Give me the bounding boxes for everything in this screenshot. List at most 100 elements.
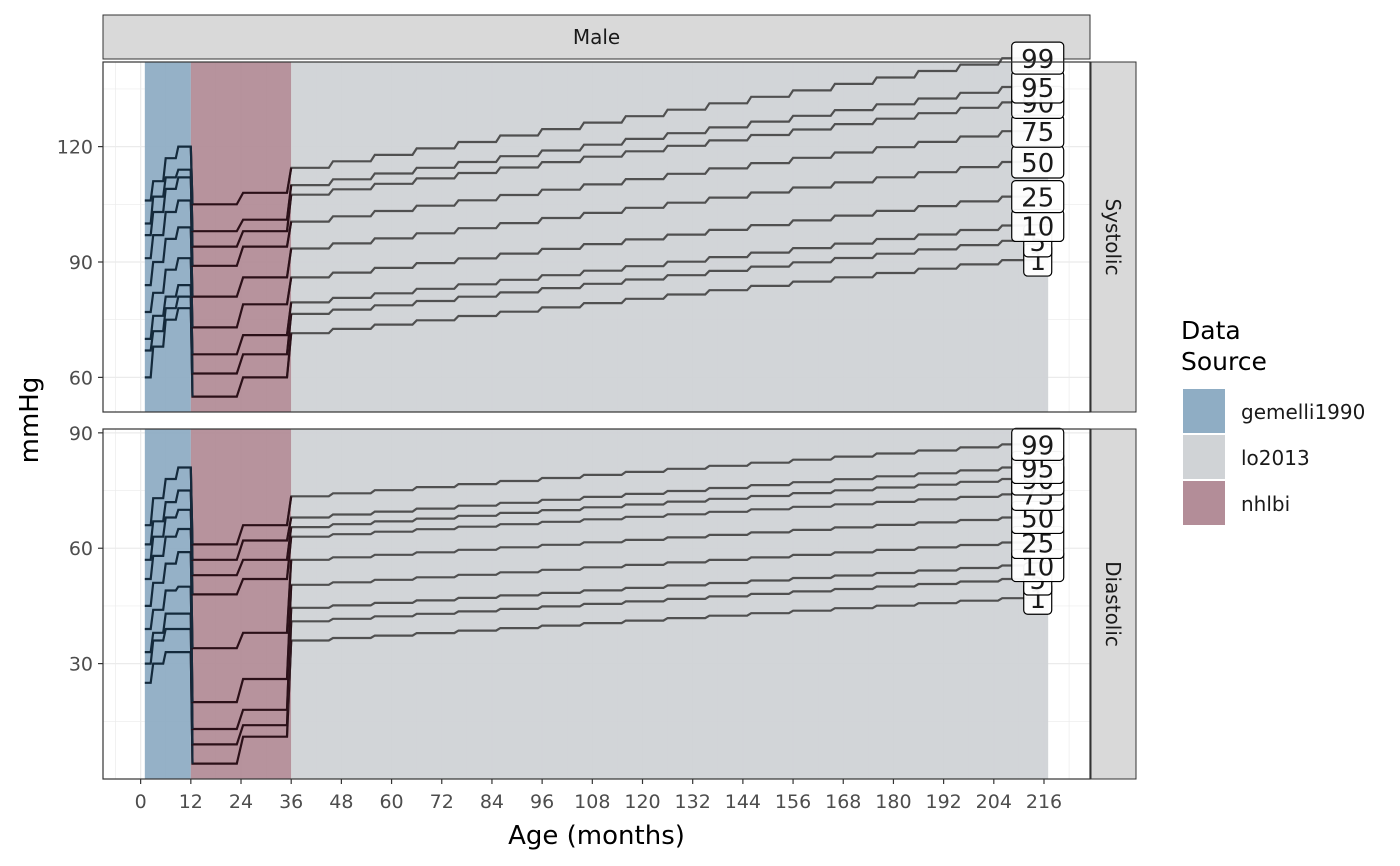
x-tick-label: 204: [976, 791, 1012, 813]
x-tick-label: 132: [675, 791, 711, 813]
line-gemelli1990-p10: [144, 612, 194, 730]
legend-key: [1183, 435, 1225, 479]
line-lo2013-p10: [285, 564, 1040, 710]
legend-label: lo2013: [1241, 446, 1310, 470]
legend-label: gemelli1990: [1241, 400, 1365, 424]
legend-title-line-1: Data: [1181, 316, 1241, 345]
percentile-label-box: [1011, 180, 1065, 214]
line-lo2013-p90: [285, 477, 1040, 560]
percentile-label-10: 10: [1011, 208, 1065, 242]
line-lo2013-p10: [285, 224, 1040, 336]
line-lo2013-p99: [285, 443, 1040, 526]
percentile-label-75: 75: [1011, 114, 1065, 148]
percentile-label-text: 25: [1021, 529, 1054, 559]
legend-key: [1183, 389, 1225, 433]
source-band-lo2013: [291, 62, 1049, 412]
percentile-label-99: 99: [1011, 427, 1065, 461]
x-tick-label: 48: [329, 791, 353, 813]
x-tick-label: 144: [725, 791, 761, 813]
panel-strip: [1090, 428, 1137, 780]
percentile-label-box: [1011, 427, 1065, 461]
line-lo2013-p75: [285, 493, 1040, 580]
line-gemelli1990-p75: [144, 527, 194, 595]
line-gemelli1990-p75: [144, 199, 194, 266]
line-lo2013-p75: [285, 130, 1040, 247]
x-tick-label: 96: [530, 791, 554, 813]
y-tick-label: 120: [57, 137, 93, 159]
line-gemelli1990-p10: [144, 284, 194, 355]
percentile-label-text: 10: [1021, 212, 1054, 242]
line-gemelli1990-p95: [144, 489, 194, 560]
x-tick-label: 12: [179, 791, 203, 813]
legend-item-lo2013: lo2013: [1183, 435, 1310, 479]
legend-label: nhlbi: [1241, 492, 1290, 516]
y-tick-label: 60: [69, 538, 93, 560]
line-gemelli1990-p50: [144, 226, 194, 297]
percentile-label-text: 75: [1021, 118, 1054, 148]
line-lo2013-p95: [285, 85, 1040, 220]
line-gemelli1990-p5: [144, 627, 194, 745]
y-axis-title: mmHg: [15, 377, 45, 464]
line-gemelli1990-p50: [144, 551, 194, 649]
source-band-gemelli1990: [144, 429, 191, 779]
x-tick-label: 108: [574, 791, 610, 813]
x-tick-label: 36: [279, 791, 303, 813]
percentile-label-text: 99: [1021, 45, 1054, 75]
facet-title: Male: [573, 25, 620, 49]
source-band-nhlbi: [190, 429, 292, 779]
x-tick-label: 0: [135, 791, 147, 813]
facet-strip: Male: [102, 14, 1091, 60]
legend: Data Source gemelli1990 lo2013 nhlbi: [1181, 316, 1365, 525]
percentile-label-text: 99: [1021, 431, 1054, 461]
line-lo2013-p1: [285, 259, 1040, 378]
line-gemelli1990-p95: [144, 168, 194, 232]
line-gemelli1990-p25: [144, 257, 194, 328]
line-lo2013-p1: [285, 597, 1040, 737]
panel-border: [102, 61, 1091, 413]
x-tick-label: 192: [925, 791, 961, 813]
x-tick-label: 168: [825, 791, 861, 813]
percentile-label-text: 95: [1021, 74, 1054, 104]
line-lo2013-p50: [285, 160, 1040, 278]
line-gemelli1990-p1: [144, 651, 194, 764]
line-gemelli1990-p1: [144, 307, 194, 397]
line-lo2013-p5: [285, 239, 1040, 355]
percentile-label-99: 99: [1011, 41, 1065, 75]
line-lo2013-p99: [285, 57, 1040, 193]
line-gemelli1990-p25: [144, 585, 194, 703]
legend-items: gemelli1990 lo2013 nhlbi: [1183, 389, 1365, 525]
legend-title-line-2: Source: [1181, 347, 1267, 376]
x-tick-label: 120: [624, 791, 660, 813]
line-lo2013-p25: [285, 195, 1040, 305]
y-tick-label: 90: [69, 252, 93, 274]
line-lo2013-p5: [285, 577, 1040, 726]
legend-item-gemelli1990: gemelli1990: [1183, 389, 1365, 433]
x-tick-label: 84: [480, 791, 504, 813]
x-tick-label: 72: [430, 791, 454, 813]
line-gemelli1990-p99: [144, 466, 194, 545]
x-axis: 0 12 24 36 48 60 72 84 96 108 120 132 144 156 168 180 19…: [135, 779, 1062, 813]
percentile-label-95: 95: [1011, 70, 1065, 104]
percentile-label-50: 50: [1011, 145, 1065, 179]
line-lo2013-p95: [285, 466, 1040, 541]
percentile-label-box: [1011, 41, 1065, 75]
line-gemelli1990-p99: [144, 145, 194, 205]
line-lo2013-p25: [285, 541, 1040, 680]
x-tick-label: 216: [1026, 791, 1062, 813]
y-tick-label: 90: [69, 423, 93, 445]
line-gemelli1990-p90: [144, 508, 194, 576]
percentile-label-text: 50: [1021, 149, 1054, 179]
line-lo2013-p90: [285, 101, 1040, 232]
line-lo2013-p50: [285, 516, 1040, 633]
panel-strip: [1090, 61, 1137, 413]
panel-strip-label: Diastolic: [1101, 561, 1125, 647]
x-tick-label: 60: [379, 791, 403, 813]
legend-key: [1183, 481, 1225, 525]
percentile-label-text: 25: [1021, 184, 1054, 214]
percentile-label-25: 25: [1011, 180, 1065, 214]
y-tick-label: 30: [69, 654, 93, 676]
panel-diastolic: 1510255075909599Diastolic306090: [69, 423, 1137, 780]
legend-item-nhlbi: nhlbi: [1183, 481, 1290, 525]
percentile-label-25: 25: [1011, 525, 1065, 559]
